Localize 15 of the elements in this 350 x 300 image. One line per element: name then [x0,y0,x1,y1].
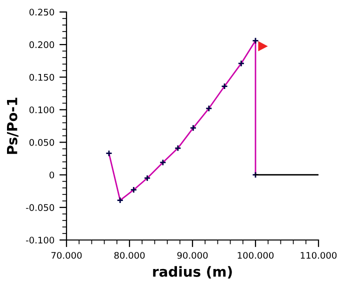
x-tick-label: 110.000 [300,252,337,259]
x-tick-label: 70.000 [51,252,82,259]
y-tick-label: -0.100 [26,236,54,244]
x-tick-label: 80.000 [114,252,145,259]
x-axis-title: radius (m) [153,266,232,278]
y-tick-label: 0.150 [29,74,54,81]
y-axis-title: Ps/Po-1 [7,98,18,154]
y-tick-label: -0.050 [26,204,54,211]
y-tick-label: 0.200 [29,41,54,48]
x-tick-label: 100.000 [238,252,274,259]
x-tick-label: 90.000 [177,252,208,259]
y-tick-label: 0 [50,172,54,178]
y-tick-label: 0.100 [29,106,54,114]
y-tick-label: 0.250 [29,8,54,16]
y-tick-label: 0.050 [29,139,54,146]
